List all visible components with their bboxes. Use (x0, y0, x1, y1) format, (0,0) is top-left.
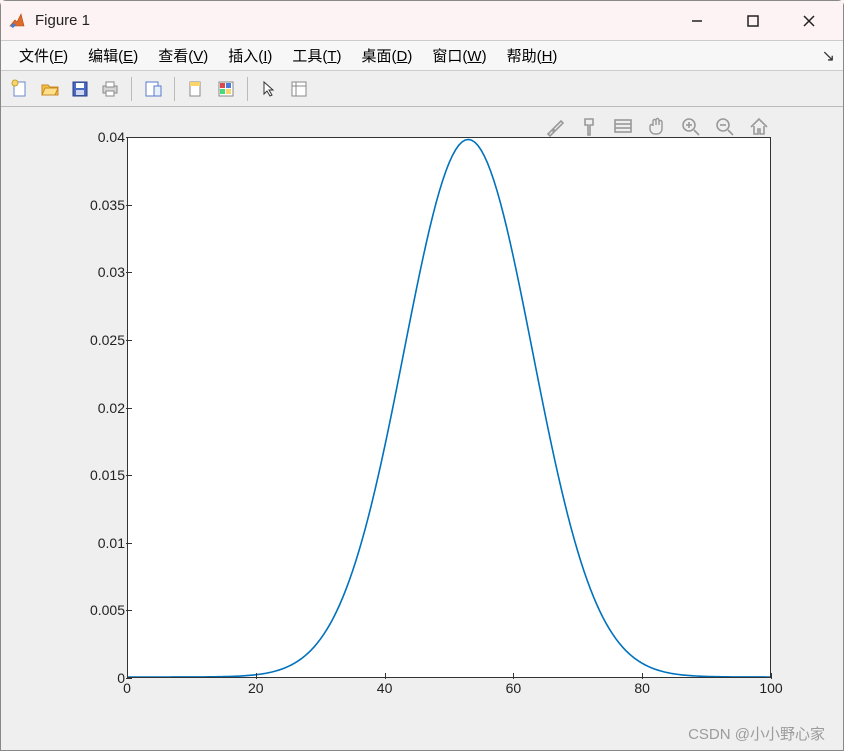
xtick-label: 0 (123, 680, 131, 696)
menubar: 文件(F)编辑(E)查看(V)插入(I)工具(T)桌面(D)窗口(W)帮助(H)… (1, 41, 843, 71)
line-plot (128, 138, 770, 677)
ytick-mark (126, 340, 132, 341)
save-button[interactable] (67, 76, 93, 102)
new-file-button[interactable] (7, 76, 33, 102)
xtick-mark (127, 673, 128, 679)
xtick-label: 60 (506, 680, 522, 696)
maximize-button[interactable] (725, 1, 781, 41)
close-button[interactable] (781, 1, 837, 41)
xtick-label: 100 (759, 680, 782, 696)
ytick-label: 0.04 (65, 129, 125, 145)
ytick-mark (126, 610, 132, 611)
print-button[interactable] (97, 76, 123, 102)
ytick-mark (126, 408, 132, 409)
ytick-label: 0.01 (65, 535, 125, 551)
xtick-label: 40 (377, 680, 393, 696)
home-icon[interactable] (747, 115, 771, 139)
xtick-mark (256, 673, 257, 679)
figure-window: Figure 1 文件(F)编辑(E)查看(V)插入(I)工具(T)桌面(D)窗… (0, 0, 844, 751)
pan-icon[interactable] (645, 115, 669, 139)
xtick-label: 20 (248, 680, 264, 696)
insert-button[interactable] (286, 76, 312, 102)
ytick-label: 0.035 (65, 197, 125, 213)
ytick-mark (126, 137, 132, 138)
toolbar (1, 71, 843, 107)
data-tips-icon[interactable] (611, 115, 635, 139)
xtick-mark (513, 673, 514, 679)
menu-d[interactable]: 桌面(D) (352, 43, 423, 68)
xtick-label: 80 (634, 680, 650, 696)
axes-toolbar (543, 115, 771, 139)
data-cursor-button[interactable] (183, 76, 209, 102)
menu-e[interactable]: 编辑(E) (78, 43, 148, 68)
page-setup-button[interactable] (140, 76, 166, 102)
brush-icon[interactable] (543, 115, 567, 139)
menu-f[interactable]: 文件(F) (9, 43, 78, 68)
ytick-label: 0.015 (65, 467, 125, 483)
matlab-app-icon (7, 11, 27, 31)
titlebar: Figure 1 (1, 1, 843, 41)
axes[interactable] (127, 137, 771, 678)
figure-area: 0 0.005 0.01 0.015 0.02 0.025 0.03 0.035 0.04 0 20… (1, 107, 843, 750)
pointer-button[interactable] (256, 76, 282, 102)
toolbar-separator (247, 77, 248, 101)
open-button[interactable] (37, 76, 63, 102)
ytick-label: 0 (65, 670, 125, 686)
ytick-mark (126, 205, 132, 206)
xtick-mark (385, 673, 386, 679)
toolbar-separator (174, 77, 175, 101)
toolbar-separator (131, 77, 132, 101)
menu-i[interactable]: 插入(I) (218, 43, 282, 68)
menu-h[interactable]: 帮助(H) (497, 43, 568, 68)
colorbar-button[interactable] (213, 76, 239, 102)
menu-t[interactable]: 工具(T) (282, 43, 351, 68)
menu-overflow-icon[interactable]: ↘ (822, 46, 835, 66)
ytick-label: 0.02 (65, 400, 125, 416)
ytick-label: 0.03 (65, 264, 125, 280)
window-title: Figure 1 (35, 12, 90, 29)
xtick-mark (642, 673, 643, 679)
zoom-in-icon[interactable] (679, 115, 703, 139)
format-icon[interactable] (577, 115, 601, 139)
ytick-label: 0.025 (65, 332, 125, 348)
ytick-mark (126, 272, 132, 273)
zoom-out-icon[interactable] (713, 115, 737, 139)
ytick-mark (126, 543, 132, 544)
menu-w[interactable]: 窗口(W) (422, 43, 496, 68)
minimize-button[interactable] (669, 1, 725, 41)
plot-container: 00.0050.010.0150.020.0250.030.0350.04020… (91, 137, 771, 702)
watermark-text: CSDN @小小野心家 (688, 723, 825, 744)
ytick-mark (126, 475, 132, 476)
menu-v[interactable]: 查看(V) (148, 43, 218, 68)
ytick-label: 0.005 (65, 602, 125, 618)
xtick-mark (771, 673, 772, 679)
